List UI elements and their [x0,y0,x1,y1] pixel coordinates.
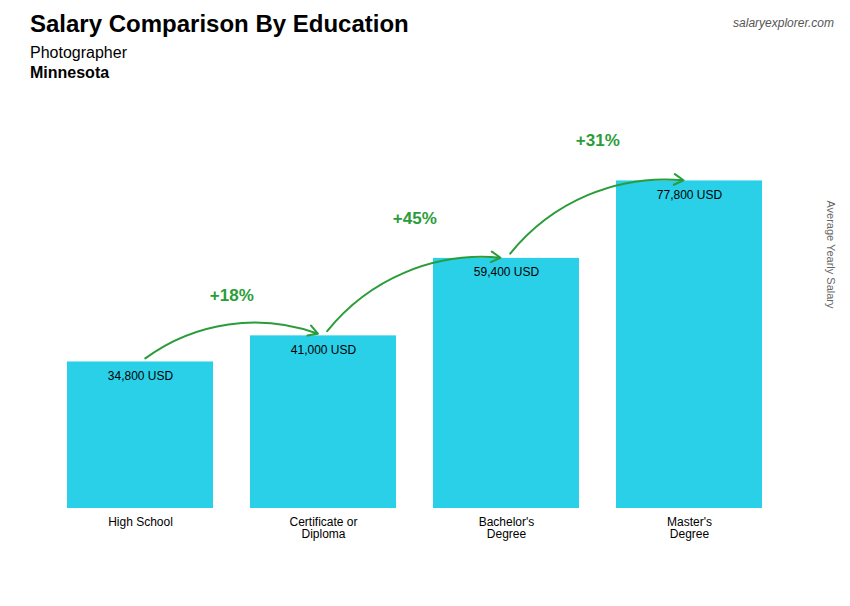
svg-text:77,800 USD: 77,800 USD [657,188,723,202]
html-text:Minnesota: Minnesota [30,64,110,81]
html-text:Salary Comparison By Education: Salary Comparison By Education [30,10,409,37]
svg-text:Certificate orDiploma: Certificate orDiploma [289,515,357,541]
svg-text:59,400 USD: 59,400 USD [474,265,540,279]
svg-text:+31%: +31% [576,131,620,150]
svg-text:Master'sDegree: Master'sDegree [667,515,712,541]
svg-text:+18%: +18% [210,286,254,305]
svg-text:41,000 USD: 41,000 USD [291,343,357,357]
svg-text:Bachelor'sDegree: Bachelor'sDegree [479,515,535,541]
svg-text:High School: High School [108,515,173,529]
svg-text:34,800 USD: 34,800 USD [108,369,174,383]
svg-text:+45%: +45% [393,209,437,228]
svg-text:Average Yearly Salary: Average Yearly Salary [825,200,837,309]
html-text:Photographer: Photographer [30,44,127,61]
html-text:salaryexplorer.com: salaryexplorer.com [733,16,834,30]
